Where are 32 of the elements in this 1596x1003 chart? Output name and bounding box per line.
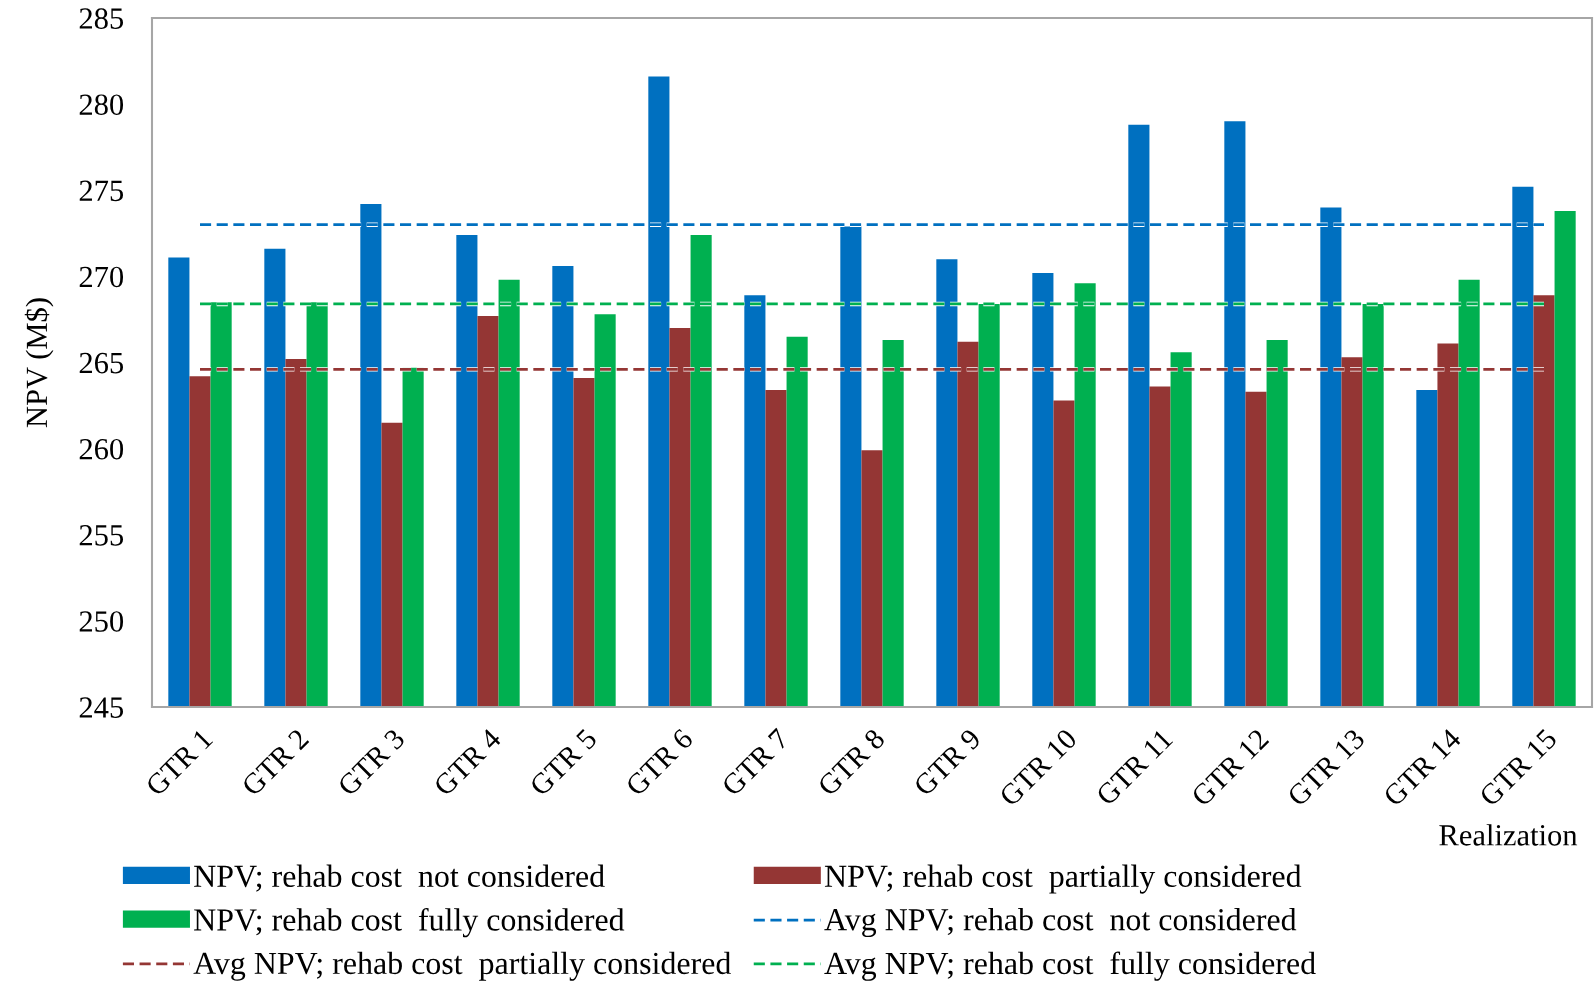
- y-tick-label: 275: [79, 180, 124, 202]
- x-tick-label: GTR 1: [144, 728, 214, 797]
- x-tick-label: GTR 6: [624, 727, 694, 797]
- legend-label: NPV; rehab cost not considered: [194, 864, 605, 892]
- x-tick-label: GTR 5: [528, 727, 598, 797]
- y-tick-label: 265: [79, 352, 124, 374]
- x-tick-label: GTR 7: [720, 727, 790, 797]
- x-tick-label: GTR 2: [240, 728, 310, 797]
- x-tick-label: GTR 9: [912, 727, 982, 797]
- y-tick-label: 245: [79, 697, 124, 718]
- x-tick-label: GTR 15: [1478, 727, 1558, 808]
- y-tick-label: 260: [79, 438, 124, 460]
- x-tick-label: GTR 8: [816, 727, 886, 797]
- x-tick-label: GTR 13: [1286, 727, 1366, 808]
- x-tick-label: GTR 10: [998, 727, 1078, 808]
- y-axis-title: NPV (M$): [24, 298, 54, 428]
- y-tick-label: 285: [79, 8, 124, 29]
- y-tick-label: 270: [79, 266, 124, 288]
- legend-label: Avg NPV; rehab cost partially considered: [193, 951, 731, 981]
- legend-label: Avg NPV; rehab cost fully considered: [824, 951, 1316, 981]
- y-tick-label: 250: [79, 611, 124, 632]
- x-tick-label: GTR 4: [432, 727, 503, 797]
- x-tick-label: GTR 11: [1095, 728, 1174, 807]
- x-tick-label: GTR 3: [336, 727, 406, 797]
- legend-label: NPV; rehab cost fully considered: [194, 907, 625, 938]
- legend-label: NPV; rehab cost partially considered: [824, 864, 1302, 894]
- legend-label: Avg NPV; rehab cost not considered: [824, 908, 1297, 938]
- x-tick-label: GTR 14: [1382, 727, 1463, 808]
- y-tick-label: 255: [79, 525, 124, 546]
- x-axis-title: Realization: [1439, 824, 1578, 846]
- x-tick-label: GTR 12: [1190, 728, 1270, 808]
- y-tick-label: 280: [79, 94, 124, 116]
